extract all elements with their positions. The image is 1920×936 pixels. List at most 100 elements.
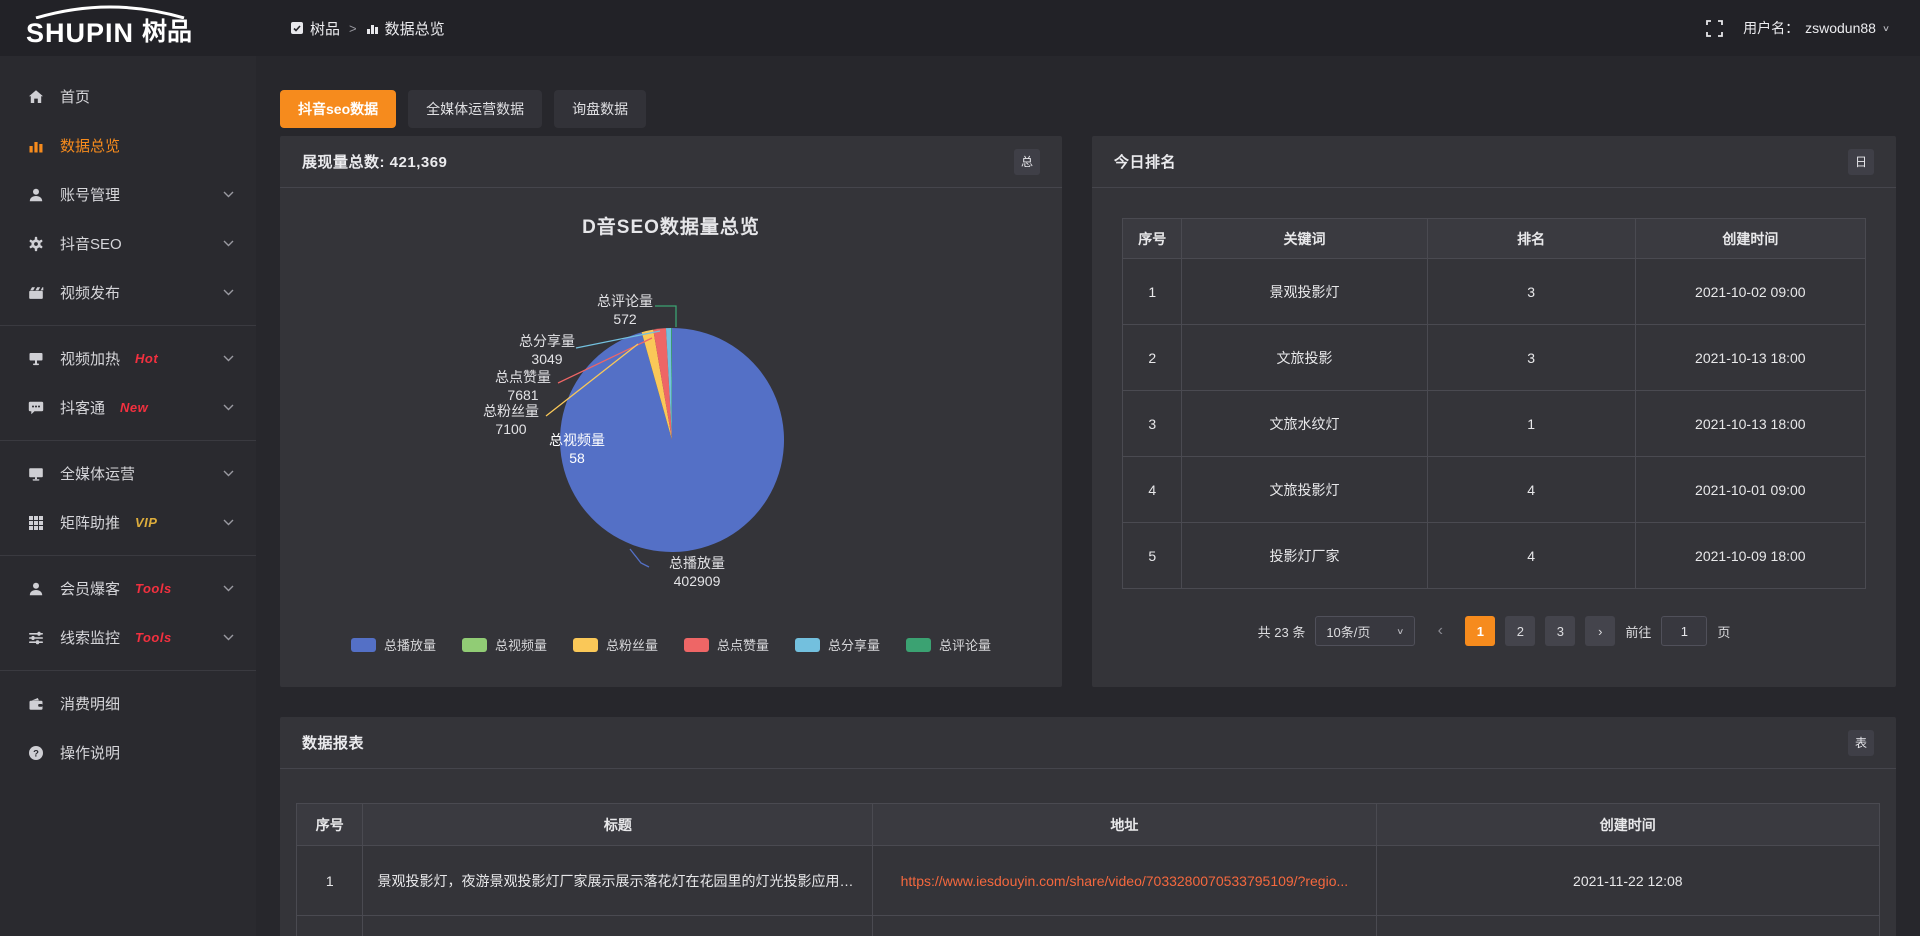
overview-panel-header: 展现量总数: 421,369 总 xyxy=(280,136,1062,188)
sidebar-item-label: 视频发布 xyxy=(60,285,121,302)
sidebar-item-label: 视频加热 xyxy=(60,351,121,368)
title-cell xyxy=(362,915,874,936)
tools-badge: Tools xyxy=(135,630,172,645)
title-cell: 景观投影灯，夜游景观投影灯厂家展示展示落花灯在花园里的灯光投影应用效果 # xyxy=(362,845,874,916)
sidebar-item-label: 矩阵助推 xyxy=(60,515,121,532)
chevron-down-icon xyxy=(223,585,234,592)
col-created: 创建时间 xyxy=(1375,803,1881,846)
breadcrumb-current-label: 数据总览 xyxy=(384,20,445,38)
sidebar-divider xyxy=(0,325,256,326)
legend-item[interactable]: 总评论量 xyxy=(906,635,991,654)
page-button-2[interactable]: 2 xyxy=(1505,616,1536,646)
breadcrumb-item-current[interactable]: 数据总览 xyxy=(366,18,445,39)
pie-label-fans: 总粉丝量 7100 xyxy=(483,403,539,438)
page-button-3[interactable]: 3 xyxy=(1545,616,1576,646)
sidebar-item-label: 抖客通 xyxy=(60,400,106,417)
sidebar-item-label: 消费明细 xyxy=(60,696,121,713)
created-cell: 2021-10-13 18:00 xyxy=(1634,390,1867,457)
keyword-cell: 景观投影灯 xyxy=(1181,258,1428,325)
index-cell: 3 xyxy=(1121,390,1183,457)
breadcrumb-item-root[interactable]: 树品 xyxy=(290,18,340,39)
sidebar-item-douyin-seo[interactable]: 抖音SEO xyxy=(0,219,256,268)
page-size-select[interactable]: 10条/页 ∨ xyxy=(1315,616,1416,646)
sidebar-item-label: 账号管理 xyxy=(60,187,121,204)
sidebar-divider xyxy=(0,555,256,556)
tab-inquiry-data[interactable]: 询盘数据 xyxy=(554,90,647,128)
display-stand-icon xyxy=(28,351,45,367)
main-content: 抖音seo数据 全媒体运营数据 询盘数据 展现量总数: 421,369 总 D音… xyxy=(256,56,1920,936)
logo-arc-icon xyxy=(35,5,185,19)
col-keyword: 关键词 xyxy=(1181,218,1428,259)
goto-page-input[interactable] xyxy=(1661,616,1708,646)
sidebar-item-douketong[interactable]: 抖客通 New xyxy=(0,383,256,432)
header-right: 用户名： zswodun88 ∨ xyxy=(1706,18,1920,38)
report-panel-header: 数据报表 表 xyxy=(280,717,1896,769)
chevron-down-icon xyxy=(223,240,234,247)
fullscreen-icon[interactable] xyxy=(1706,19,1724,37)
col-title: 标题 xyxy=(362,803,874,846)
legend-item[interactable]: 总播放量 xyxy=(350,635,436,654)
chevron-down-icon xyxy=(223,404,234,411)
sidebar-item-data-overview[interactable]: 数据总览 xyxy=(0,121,256,170)
chevron-down-icon xyxy=(223,191,234,198)
sidebar-item-help[interactable]: ? 操作说明 xyxy=(0,728,256,777)
legend-item[interactable]: 总粉丝量 xyxy=(572,635,658,654)
col-index: 序号 xyxy=(295,803,364,846)
new-badge: New xyxy=(120,400,149,415)
table-row: 1 景观投影灯 3 2021-10-02 09:00 xyxy=(1121,258,1867,325)
sidebar-item-label: 操作说明 xyxy=(60,745,121,762)
total-badge-button[interactable]: 总 xyxy=(1014,148,1040,175)
sidebar-item-label: 会员爆客 xyxy=(60,581,121,598)
legend-swatch xyxy=(461,637,487,652)
user-menu[interactable]: 用户名： zswodun88 ∨ xyxy=(1743,18,1890,38)
sidebar-item-matrix-boost[interactable]: 矩阵助推 VIP xyxy=(0,498,256,547)
tab-media-operation-data[interactable]: 全媒体运营数据 xyxy=(408,90,543,128)
sliders-icon xyxy=(28,630,45,646)
sidebar-item-video-heat[interactable]: 视频加热 Hot xyxy=(0,334,256,383)
url-cell: https://www.iesdouyin.com/share/video/70… xyxy=(872,845,1377,916)
breadcrumb-separator: > xyxy=(349,20,357,36)
sidebar-item-video-publish[interactable]: 视频发布 xyxy=(0,268,256,317)
logo: SHUPIN 树品 xyxy=(0,0,256,56)
tab-douyin-seo-data[interactable]: 抖音seo数据 xyxy=(280,90,397,128)
board-icon xyxy=(291,22,303,34)
table-badge-button[interactable]: 表 xyxy=(1848,729,1874,756)
sidebar-item-consumption[interactable]: 消费明细 xyxy=(0,679,256,728)
legend-item[interactable]: 总点赞量 xyxy=(684,635,769,654)
sidebar-item-home[interactable]: 首页 xyxy=(0,72,256,121)
table-row: 5 投影灯厂家 4 2021-10-09 18:00 xyxy=(1121,522,1867,589)
sidebar-item-member-baoke[interactable]: 会员爆客 Tools xyxy=(0,564,256,613)
keyword-cell: 文旅投影 xyxy=(1181,324,1428,391)
chevron-down-icon xyxy=(223,519,234,526)
sidebar-item-media-operation[interactable]: 全媒体运营 xyxy=(0,449,256,498)
chevron-down-icon xyxy=(223,634,234,641)
gear-icon xyxy=(28,236,45,252)
chevron-down-icon xyxy=(223,470,234,477)
bar-chart-icon xyxy=(28,138,45,154)
page-button-1[interactable]: 1 xyxy=(1465,616,1496,646)
chart-legend: 总播放量 总视频量 总粉丝量 总点赞量 总分享量 总评论量 xyxy=(280,635,1062,654)
pagination: 共 23 条 10条/页 ∨ ‹ 1 2 3 › 前往 页 xyxy=(1092,616,1896,646)
goto-unit: 页 xyxy=(1717,624,1731,640)
sidebar-item-account[interactable]: 账号管理 xyxy=(0,170,256,219)
legend-item[interactable]: 总分享量 xyxy=(795,635,880,654)
wallet-icon xyxy=(28,696,45,712)
sidebar-item-clue-monitor[interactable]: 线索监控 Tools xyxy=(0,613,256,662)
rank-cell: 4 xyxy=(1426,456,1636,523)
created-cell: 2021-10-01 09:00 xyxy=(1634,456,1867,523)
chevron-down-icon xyxy=(223,355,234,362)
day-badge-button[interactable]: 日 xyxy=(1848,148,1874,175)
sidebar-item-label: 全媒体运营 xyxy=(60,466,136,483)
report-link[interactable]: https://www.iesdouyin.com/share/video/70… xyxy=(900,872,1349,889)
created-cell: 2021-10-09 18:00 xyxy=(1634,522,1867,589)
index-cell xyxy=(295,915,364,936)
next-page-button[interactable]: › xyxy=(1585,616,1616,646)
pagination-total: 共 23 条 xyxy=(1257,624,1306,640)
legend-item[interactable]: 总视频量 xyxy=(461,635,547,654)
ranking-title: 今日排名 xyxy=(1114,154,1177,171)
sidebar-divider xyxy=(0,440,256,441)
prev-page-button[interactable]: ‹ xyxy=(1437,622,1443,639)
chat-bubble-icon xyxy=(28,400,45,416)
top-header: SHUPIN 树品 树品 > 数据总览 xyxy=(0,0,1920,56)
col-index: 序号 xyxy=(1121,218,1183,259)
